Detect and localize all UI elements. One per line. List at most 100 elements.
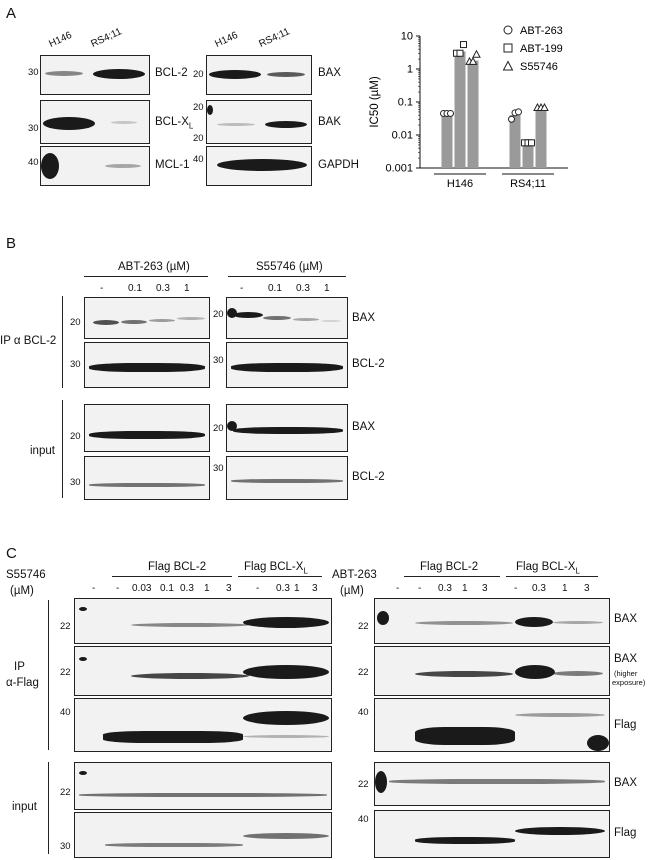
- mw-marker: 22: [60, 787, 71, 798]
- blot-b-bax-ip-1: [84, 297, 210, 339]
- mw-marker: 22: [358, 667, 369, 678]
- lane-label: -: [256, 583, 260, 594]
- mw-marker: 30: [28, 123, 39, 134]
- blot-c-bax-high-left: [74, 646, 332, 696]
- label-bax-c2: BAX: [614, 653, 638, 665]
- lane-label: 0.3: [532, 583, 546, 594]
- bar-s55746: [535, 107, 547, 168]
- lane-label-h146-2: H146: [213, 29, 240, 50]
- blot-b-bax-input-2: [226, 404, 348, 452]
- drug-label-s55746: S55746: [6, 569, 46, 581]
- label-bax: BAX: [318, 67, 342, 79]
- lane-label-h146: H146: [47, 29, 74, 50]
- label-exposure: exposure): [612, 678, 646, 687]
- blot-bcl2: [40, 55, 150, 95]
- label-bax-input: BAX: [352, 421, 376, 433]
- lane-label: 1: [562, 583, 568, 594]
- lane-label: 1: [462, 583, 468, 594]
- lane-label: 0.03: [132, 583, 152, 594]
- lane-label: 0.3: [156, 283, 170, 294]
- mw-marker: 22: [358, 621, 369, 632]
- point: [447, 109, 454, 117]
- y-tick-label: 10: [401, 31, 413, 43]
- mw-marker: 40: [60, 707, 71, 718]
- lane-label: -: [514, 583, 518, 594]
- legend-label: S55746: [520, 61, 558, 73]
- label-bax-ip: BAX: [352, 312, 376, 324]
- ip-label-2: α-Flag: [6, 677, 39, 689]
- legend-marker-square: [503, 43, 513, 53]
- blot-bclxl: [40, 100, 150, 144]
- group-flag-bclxl-right: Flag BCL-XL: [516, 561, 580, 576]
- y-tick-label: 0.001: [385, 163, 413, 175]
- mw-marker: 20: [193, 69, 204, 80]
- lane-label: 1: [204, 583, 210, 594]
- label-mcl1: MCL-1: [155, 159, 190, 171]
- ip-label: IP α BCL-2: [0, 335, 57, 347]
- ic50-bar-chart: 0.001 0.01 0.1 1 10 IC50 (µM) H146 RS4;11 ABT-26…: [369, 25, 568, 190]
- lane-label: -: [240, 283, 244, 294]
- x-tick-label: RS4;11: [510, 178, 546, 190]
- blot-mcl1: [40, 146, 150, 186]
- point: [456, 49, 464, 57]
- panel-b-letter: B: [6, 235, 17, 252]
- legend-marker-triangle: [502, 60, 514, 71]
- blot-b-bcl2-ip-2: [226, 342, 348, 388]
- blot-c-flag-left: [74, 698, 332, 752]
- lane-label: 3: [584, 583, 590, 594]
- mw-marker: 20: [70, 431, 81, 442]
- group-flag-bcl2-right: Flag BCL-2: [420, 561, 479, 573]
- blot-c-bax-right: [374, 598, 610, 644]
- legend-marker-circle: [503, 25, 513, 35]
- lane-label: 3: [482, 583, 488, 594]
- mw-marker: 30: [213, 463, 224, 474]
- bar-abt-199: [454, 51, 466, 168]
- label-gapdh: GAPDH: [318, 159, 359, 171]
- lane-label: 0.3: [296, 283, 310, 294]
- ip-label-1: IP: [14, 661, 25, 673]
- blot-c-flag-input-left: [74, 812, 332, 858]
- point: [472, 49, 481, 58]
- drug-label-abt263: ABT-263: [332, 569, 377, 581]
- lane-label: 0.3: [276, 583, 290, 594]
- mw-marker: 20: [193, 102, 204, 113]
- input-label: input: [30, 445, 55, 457]
- y-tick-label: 0.01: [392, 130, 413, 142]
- label-bak: BAK: [318, 116, 342, 128]
- legend-label: ABT-199: [520, 43, 563, 55]
- point: [528, 139, 535, 147]
- lane-label: 3: [312, 583, 318, 594]
- point: [468, 56, 478, 65]
- drug-unit-left: (µM): [10, 585, 34, 597]
- lane-label-rs411: RS4;11: [89, 26, 124, 50]
- mw-marker: 22: [60, 621, 71, 632]
- bar-abt-263: [441, 112, 453, 168]
- mw-marker: 40: [28, 157, 39, 168]
- label-flag-c2: Flag: [614, 827, 637, 839]
- legend-label: ABT-263: [520, 25, 563, 37]
- blot-c-bax-input-right: [374, 762, 610, 806]
- lane-label: -: [418, 583, 422, 594]
- group-flag-bclxl-left: Flag BCL-XL: [244, 561, 308, 576]
- y-tick-label: 1: [407, 64, 413, 76]
- lane-label: -: [396, 583, 400, 594]
- panel-c-letter: C: [6, 545, 17, 562]
- mw-marker: 30: [213, 355, 224, 366]
- label-bax-c1: BAX: [614, 613, 638, 625]
- lane-label: 3: [226, 583, 232, 594]
- label-bclxl: BCL-XL: [155, 116, 194, 131]
- blot-b-bcl2-ip-1: [84, 342, 210, 388]
- mw-marker: 40: [358, 814, 369, 825]
- lane-label: -: [100, 283, 104, 294]
- blot-gapdh: [206, 146, 312, 186]
- input-label-c: input: [12, 801, 37, 813]
- blot-b-bax-input-1: [84, 404, 210, 452]
- point: [540, 102, 549, 112]
- bar-abt-199: [522, 142, 534, 168]
- mw-marker: 40: [193, 154, 204, 165]
- group-label-s55746: S55746 (µM): [256, 261, 323, 273]
- lane-label: 1: [294, 583, 300, 594]
- lane-label: 0.1: [128, 283, 142, 294]
- lane-label: 0.1: [160, 583, 174, 594]
- label-bcl2-input: BCL-2: [352, 471, 385, 483]
